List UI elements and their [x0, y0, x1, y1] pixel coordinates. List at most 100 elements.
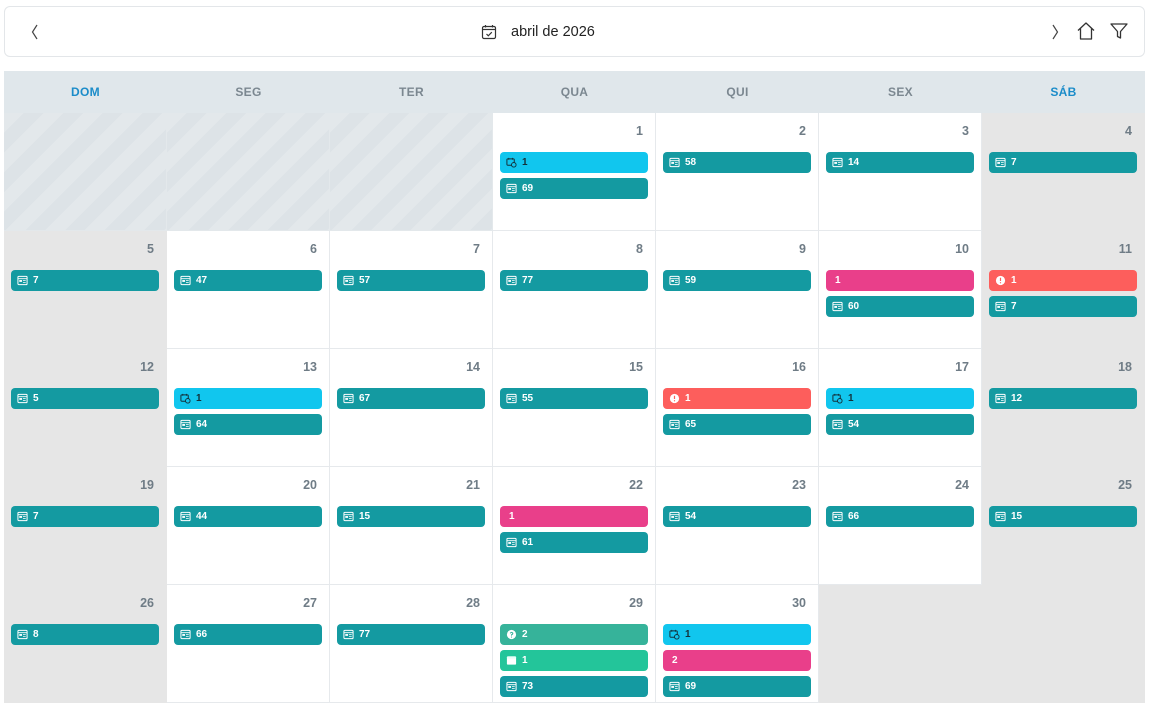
event-chip-coral[interactable]: 1	[663, 388, 811, 409]
day-cell[interactable]: 20 44	[167, 467, 330, 585]
day-cell[interactable]: 14 67	[330, 349, 493, 467]
event-chip-teal[interactable]: 14	[826, 152, 974, 173]
event-count: 1	[685, 629, 691, 640]
event-chip-teal[interactable]: 55	[500, 388, 648, 409]
day-cell[interactable]: 21 15	[330, 467, 493, 585]
event-chip-teal[interactable]: 73	[500, 676, 648, 697]
event-chip-cyan[interactable]: 1	[174, 388, 322, 409]
event-chip-coral[interactable]: 1	[989, 270, 1137, 291]
day-cell[interactable]: 27 66	[167, 585, 330, 703]
today-button[interactable]	[1074, 19, 1098, 43]
event-chip-green[interactable]: 2	[500, 624, 648, 645]
event-count: 7	[33, 275, 39, 286]
event-chip-teal[interactable]: 44	[174, 506, 322, 527]
event-chip-teal[interactable]: 60	[826, 296, 974, 317]
help-circle-icon	[506, 629, 522, 640]
day-cell[interactable]: 11 1 7	[982, 231, 1145, 349]
day-cell[interactable]: 13 1 64	[167, 349, 330, 467]
event-chip-teal[interactable]: 8	[11, 624, 159, 645]
document-icon	[180, 511, 196, 522]
day-cell[interactable]: 18 12	[982, 349, 1145, 467]
event-chip-teal[interactable]: 59	[663, 270, 811, 291]
event-chip-teal[interactable]: 65	[663, 414, 811, 435]
event-chip-teal[interactable]: 47	[174, 270, 322, 291]
filter-button[interactable]	[1107, 19, 1131, 43]
event-chip-teal[interactable]: 54	[826, 414, 974, 435]
event-chip-teal[interactable]: 57	[337, 270, 485, 291]
calendar-icon	[481, 25, 497, 40]
day-cell[interactable]: 7 57	[330, 231, 493, 349]
day-number: 29	[629, 596, 643, 610]
event-list: 1 69	[500, 152, 648, 204]
event-chip-teal[interactable]: 77	[500, 270, 648, 291]
day-cell[interactable]: 28 77	[330, 585, 493, 703]
day-cell[interactable]: 17 1 54	[819, 349, 982, 467]
weekday-tuesday: TER	[399, 85, 424, 99]
day-cell[interactable]: 25 15	[982, 467, 1145, 585]
previous-month-button[interactable]	[23, 20, 47, 44]
event-chip-cyan[interactable]: 1	[663, 624, 811, 645]
document-icon	[669, 681, 685, 692]
event-chip-teal[interactable]: 15	[989, 506, 1137, 527]
event-chip-teal[interactable]: 7	[11, 270, 159, 291]
day-number: 16	[792, 360, 806, 374]
day-cell[interactable]: 6 47	[167, 231, 330, 349]
event-chip-teal[interactable]: 54	[663, 506, 811, 527]
day-number: 22	[629, 478, 643, 492]
event-chip-teal[interactable]: 69	[500, 178, 648, 199]
event-chip-teal[interactable]: 7	[11, 506, 159, 527]
event-count: 7	[1011, 301, 1017, 312]
day-cell[interactable]: 2 58	[656, 113, 819, 231]
weekday-thursday: QUI	[726, 85, 749, 99]
day-cell[interactable]: 8 77	[493, 231, 656, 349]
event-chip-mint[interactable]: 1	[500, 650, 648, 671]
event-chip-pink[interactable]: 1	[500, 506, 648, 527]
event-chip-cyan[interactable]: 1	[500, 152, 648, 173]
day-cell[interactable]: 23 54	[656, 467, 819, 585]
day-number: 9	[799, 242, 806, 256]
event-chip-pink[interactable]: 2	[663, 650, 811, 671]
event-chip-teal[interactable]: 7	[989, 296, 1137, 317]
event-chip-teal[interactable]: 15	[337, 506, 485, 527]
event-chip-cyan[interactable]: 1	[826, 388, 974, 409]
day-cell[interactable]: 30 1 2 69	[656, 585, 819, 703]
next-month-button[interactable]	[1043, 20, 1067, 44]
day-cell[interactable]: 26 8	[4, 585, 167, 703]
month-picker[interactable]: abril de 2026	[481, 21, 595, 43]
day-cell[interactable]: 1 1 69	[493, 113, 656, 231]
event-count: 12	[1011, 393, 1023, 404]
day-cell[interactable]: 3 14	[819, 113, 982, 231]
event-chip-teal[interactable]: 64	[174, 414, 322, 435]
chevron-right-icon	[1052, 24, 1059, 40]
day-cell[interactable]: 24 66	[819, 467, 982, 585]
event-chip-teal[interactable]: 61	[500, 532, 648, 553]
event-chip-teal[interactable]: 69	[663, 676, 811, 697]
event-count: 7	[33, 511, 39, 522]
event-count: 8	[33, 629, 39, 640]
event-chip-teal[interactable]: 58	[663, 152, 811, 173]
event-chip-teal[interactable]: 7	[989, 152, 1137, 173]
event-chip-teal[interactable]: 12	[989, 388, 1137, 409]
event-count: 54	[685, 511, 697, 522]
event-chip-pink[interactable]: 1	[826, 270, 974, 291]
event-chip-teal[interactable]: 67	[337, 388, 485, 409]
day-cell[interactable]: 15 55	[493, 349, 656, 467]
day-cell[interactable]: 16 1 65	[656, 349, 819, 467]
event-chip-teal[interactable]: 66	[826, 506, 974, 527]
day-cell[interactable]: 12 5	[4, 349, 167, 467]
weekday-header: DOM SEG TER QUA QUI SEX SÁB	[4, 71, 1145, 113]
day-cell[interactable]: 19 7	[4, 467, 167, 585]
event-chip-teal[interactable]: 66	[174, 624, 322, 645]
event-list: 59	[663, 270, 811, 296]
event-chip-teal[interactable]: 77	[337, 624, 485, 645]
day-cell[interactable]: 10 1 60	[819, 231, 982, 349]
day-cell[interactable]: 9 59	[656, 231, 819, 349]
day-cell[interactable]: 22 1 61	[493, 467, 656, 585]
calendar-check-icon	[832, 393, 848, 404]
day-cell[interactable]: 29 2 1 73	[493, 585, 656, 703]
day-number: 6	[310, 242, 317, 256]
day-number: 20	[303, 478, 317, 492]
event-chip-teal[interactable]: 5	[11, 388, 159, 409]
